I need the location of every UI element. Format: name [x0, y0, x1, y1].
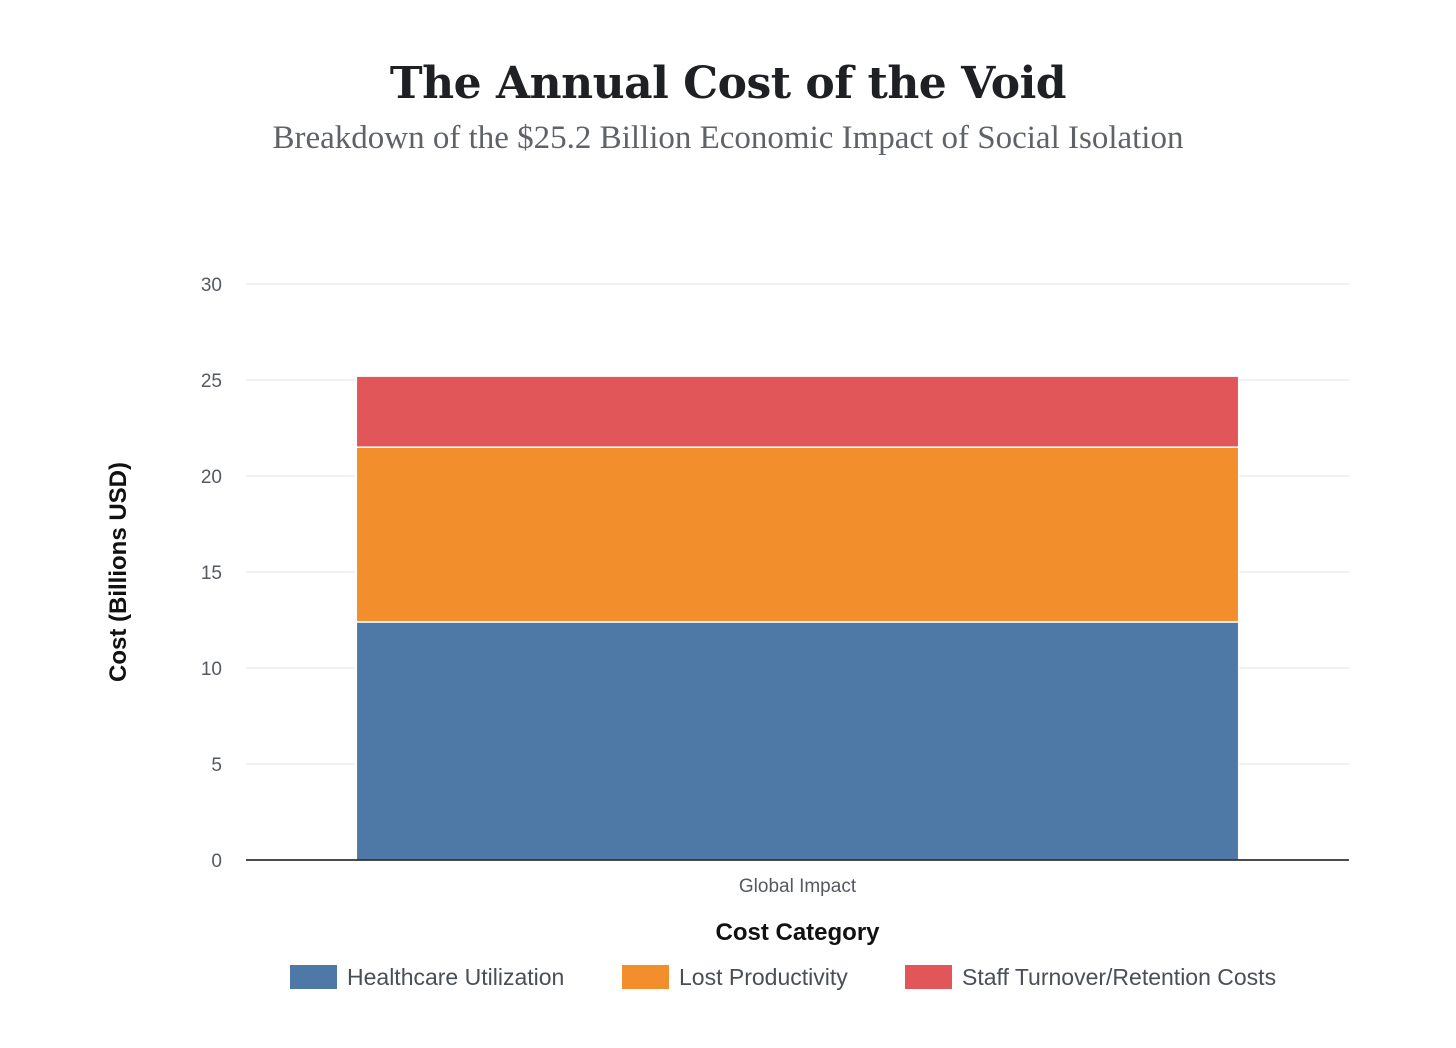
y-tick-label: 15: [201, 563, 222, 584]
y-tick-labels: 0 5 10 15 20 25 30: [201, 275, 222, 872]
legend-label: Healthcare Utilization: [347, 964, 564, 990]
legend-swatch: [622, 965, 669, 989]
legend-label: Lost Productivity: [679, 964, 848, 990]
y-tick-label: 30: [201, 275, 222, 296]
y-tick-label: 0: [211, 851, 222, 872]
legend-label: Staff Turnover/Retention Costs: [962, 964, 1276, 990]
bar-segment-lost-productivity: [355, 446, 1240, 623]
chart-subtitle: Breakdown of the $25.2 Billion Economic …: [272, 120, 1184, 156]
y-tick-label: 25: [201, 371, 222, 392]
x-tick-labels: Global Impact: [739, 876, 857, 897]
legend: Healthcare Utilization Lost Productivity S…: [290, 964, 1276, 990]
x-tick-label: Global Impact: [739, 876, 857, 897]
y-tick-label: 20: [201, 467, 222, 488]
x-axis-title: Cost Category: [715, 919, 880, 946]
chart-title: The Annual Cost of the Void: [389, 58, 1067, 109]
y-axis-title: Cost (Billions USD): [105, 462, 132, 682]
legend-swatch: [905, 965, 952, 989]
y-tick-label: 10: [201, 659, 222, 680]
y-tick-label: 5: [211, 755, 222, 776]
bar-segment-healthcare-utilization: [355, 621, 1240, 861]
bar-stack: [355, 375, 1240, 861]
legend-swatch: [290, 965, 337, 989]
bar-segment-staff-turnover-retention-costs: [355, 375, 1240, 448]
